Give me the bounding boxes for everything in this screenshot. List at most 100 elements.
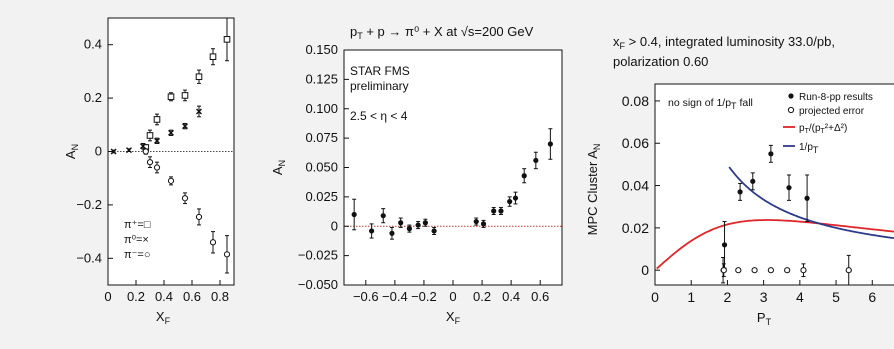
data-point (181, 92, 189, 99)
data-point (110, 148, 117, 155)
data-point (491, 208, 497, 214)
x-tick-label: 0 (449, 289, 456, 304)
data-point (473, 218, 479, 225)
y-tick-label: 0.2 (84, 90, 102, 105)
data-point (415, 222, 421, 228)
data-point (786, 185, 792, 191)
data-point (768, 151, 774, 157)
y-tick-label: −0.4 (76, 250, 102, 265)
chart-panel-2: 0.150 0.125 0.100 0.075 0.050 0.025 0 −0.025 −0.… (270, 24, 563, 326)
data-point (845, 267, 852, 274)
data-point (498, 208, 504, 214)
data-point (146, 132, 154, 139)
y-tick-label: 0.075 (305, 130, 338, 145)
legend-entry: pT/(pT²+Δ²) (799, 123, 847, 135)
chart-title-line: polarization 0.60 (613, 54, 708, 69)
x-tick-label: 4 (796, 289, 804, 305)
data-point (398, 220, 404, 226)
data-point (735, 267, 742, 274)
data-point (422, 220, 428, 226)
data-point (140, 143, 146, 150)
data-point (168, 129, 174, 136)
legend-entry: Run-8-pp results (799, 92, 873, 103)
x-tick-label: 0.2 (473, 289, 491, 304)
legend-entry: π⁰=× (124, 234, 149, 246)
data-point (521, 173, 527, 179)
data-point (167, 177, 175, 184)
y-tick-label: 0.06 (622, 135, 649, 151)
data-point (126, 147, 132, 154)
data-point (406, 226, 412, 232)
data-point (195, 213, 203, 221)
chart-title-line: xF > 0.4, integrated luminosity 33.0/pb, (613, 34, 835, 51)
data-point (737, 189, 743, 195)
y-tick-label: 0 (331, 218, 338, 233)
x-tick-label: 0.4 (502, 289, 520, 304)
x-tick-label: 2 (724, 289, 732, 305)
data-point (751, 267, 758, 274)
data-point (480, 221, 487, 227)
data-point (146, 159, 154, 166)
legend-entry: 1/pT (799, 142, 819, 155)
data-point (784, 267, 791, 274)
curve-one-over-pt (728, 166, 894, 239)
y-tick-label: 0.100 (305, 101, 338, 116)
chart-panel-3: 0.08 0.06 0.04 0.02 00 1 2 3 4 5 6 PT MPC Cluster AN… (585, 34, 894, 327)
data-point (223, 36, 231, 43)
y-tick-label: 0.025 (305, 189, 338, 204)
data-point (389, 230, 395, 236)
x-tick-label: 0.2 (127, 289, 145, 304)
data-point (721, 242, 728, 248)
data-point (800, 267, 807, 274)
data-point (380, 213, 386, 219)
y-tick-label: 0 (641, 262, 649, 278)
curve-pt-over-pt2-delta2 (656, 219, 894, 270)
chart-panel-1: −0.4 −0.2 0 0.2 0.4 0 0.2 0.4 0.6 0.8 XF AN π⁺=□ π⁰=×… (63, 17, 235, 326)
annotation: preliminary (350, 79, 409, 93)
data-point (804, 195, 810, 201)
x-tick-label: 0.6 (531, 289, 549, 304)
legend-entry: π⁺=□ (124, 219, 151, 231)
y-tick-label: 0 (95, 144, 102, 159)
data-point (507, 198, 513, 205)
data-point (153, 164, 161, 171)
x-tick-label: 5 (832, 289, 840, 305)
data-point (223, 251, 231, 258)
annotation: STAR FMS (350, 64, 410, 78)
x-tick-label: 1 (687, 289, 695, 305)
y-tick-label: 0.125 (305, 71, 338, 86)
x-axis-label: XF (446, 309, 461, 326)
x-axis-label: XF (156, 309, 171, 326)
x-tick-label: 0 (651, 289, 659, 305)
chart-title: pT + p → π⁰ + X at √s=200 GeV (350, 24, 534, 41)
data-point (167, 93, 175, 101)
data-point (182, 123, 188, 130)
data-point (153, 116, 161, 123)
data-point (369, 228, 375, 234)
x-tick-label: 0.4 (155, 289, 173, 304)
data-point (196, 108, 202, 115)
y-tick-label: 0.04 (622, 178, 649, 194)
data-point (351, 211, 357, 218)
y-tick-label: 0.150 (305, 42, 338, 57)
y-tick-label: −0.2 (76, 197, 102, 212)
x-tick-label: 0 (104, 289, 111, 304)
data-point (181, 195, 189, 202)
x-tick-label: −0.6 (353, 289, 379, 304)
y-axis-label: MPC Cluster AN (585, 144, 602, 236)
legend-marker (788, 93, 794, 99)
x-tick-label: −0.2 (411, 289, 437, 304)
data-point (512, 195, 519, 201)
y-tick-label: −0.025 (298, 248, 338, 263)
data-point (750, 178, 756, 184)
plot-frame (654, 83, 894, 286)
x-axis-label: PT (757, 310, 772, 327)
x-tick-label: 3 (760, 289, 768, 305)
data-point (195, 73, 203, 81)
data-point (720, 267, 727, 274)
y-tick-label: −0.050 (298, 277, 338, 292)
y-tick-label: 0.08 (622, 93, 649, 109)
data-point (431, 228, 437, 234)
x-tick-label: 0.8 (211, 289, 229, 304)
